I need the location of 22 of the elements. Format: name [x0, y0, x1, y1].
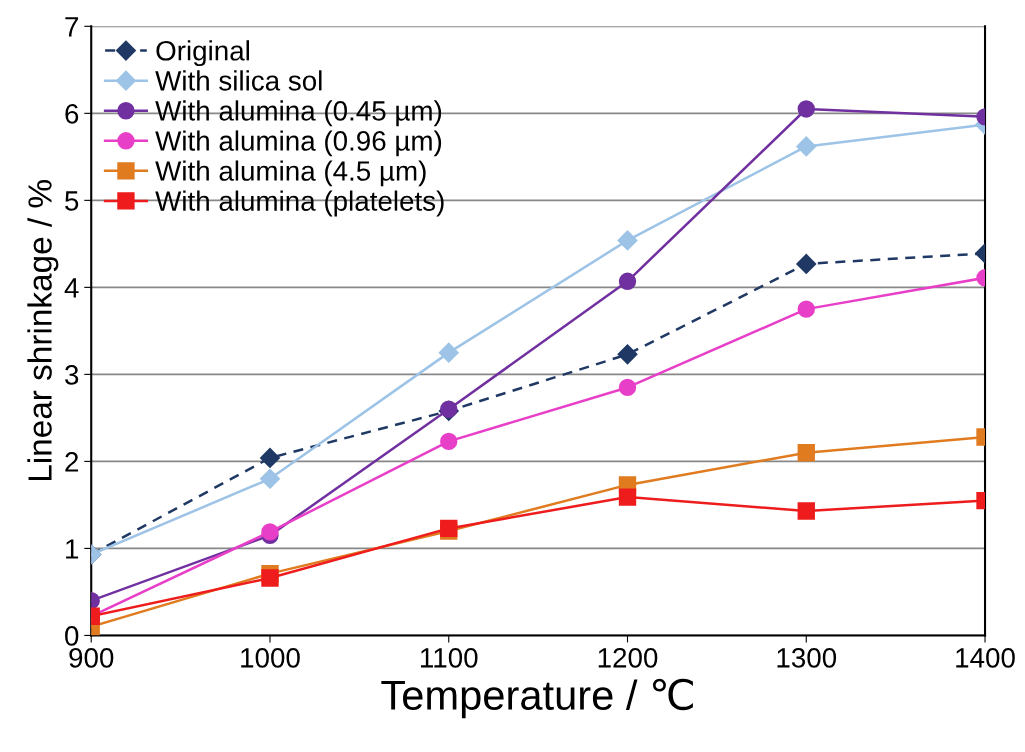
- y-tick-label: 2: [65, 452, 79, 472]
- legend-label: With silica sol: [155, 70, 322, 91]
- x-tick-label: 900: [69, 647, 114, 668]
- y-tick-label: 0: [65, 626, 79, 646]
- x-tick-label: 1300: [777, 647, 837, 668]
- y-tick-label: 3: [65, 365, 79, 385]
- legend-label: With alumina (4.5 µm): [155, 160, 426, 187]
- legend-label: With alumina (0.45 µm): [155, 100, 442, 127]
- y-tick-label: 5: [65, 191, 79, 211]
- legend-label: With alumina (0.96 µm): [155, 130, 442, 157]
- y-axis-title: Linear shrinkage / %: [27, 180, 59, 481]
- x-tick-label: 1100: [420, 647, 478, 668]
- x-tick-label: 1200: [598, 647, 658, 668]
- x-tick-label: 1400: [956, 647, 1015, 668]
- legend-label: Original: [156, 40, 249, 67]
- x-tick-label: 1000: [241, 647, 300, 668]
- y-tick-label: 6: [65, 104, 79, 124]
- y-tick-label: 1: [66, 539, 79, 559]
- y-tick-label: 7: [65, 17, 79, 37]
- legend-label: With alumina (platelets): [155, 190, 444, 217]
- x-axis-title: Temperature / ℃: [381, 678, 693, 719]
- y-tick-label: 4: [64, 278, 79, 298]
